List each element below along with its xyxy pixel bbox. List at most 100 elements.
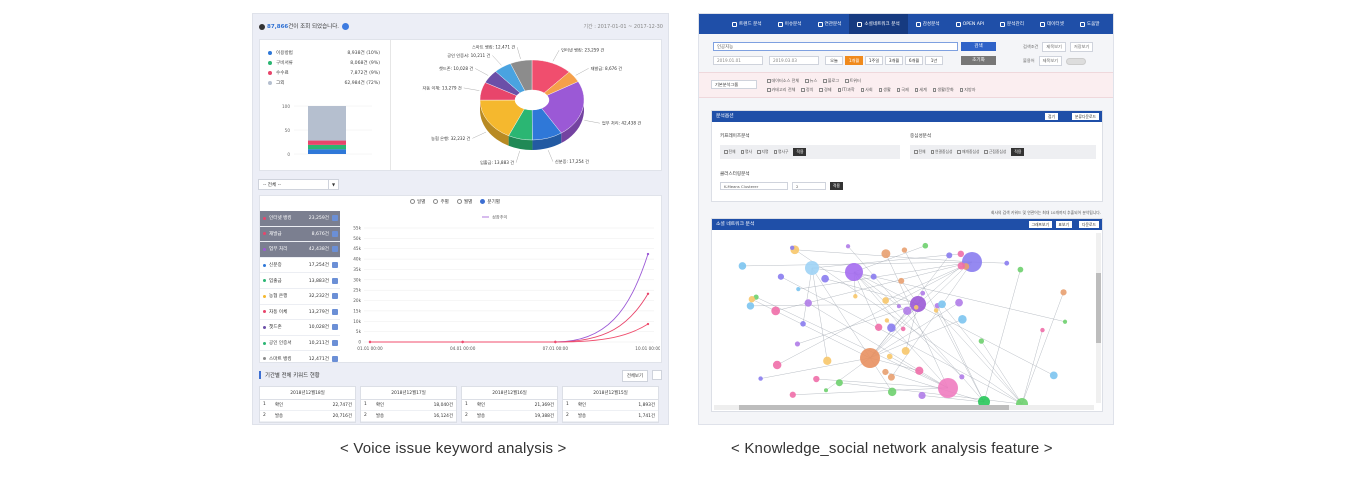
network-node[interactable]	[946, 252, 953, 259]
checkbox-box[interactable]	[819, 88, 823, 92]
network-node[interactable]	[978, 396, 990, 406]
filter-checkbox[interactable]: 데이터소스 전체	[767, 78, 799, 84]
filter-checkbox[interactable]: 뉴스	[805, 78, 817, 84]
network-node[interactable]	[913, 305, 919, 310]
cluster-method-select[interactable]: K-Means Clusterer	[720, 182, 788, 190]
network-node[interactable]	[957, 262, 965, 270]
checkbox-box[interactable]	[773, 150, 777, 154]
network-node[interactable]	[882, 297, 889, 304]
network-node[interactable]	[800, 321, 806, 327]
keyword-row[interactable]: 입출금 13,883건	[260, 273, 340, 289]
filter-checkbox[interactable]: 사회	[860, 87, 873, 93]
checkbox-box[interactable]	[932, 88, 937, 92]
network-node[interactable]	[748, 296, 756, 303]
checkbox-box[interactable]	[801, 88, 805, 92]
nav-item-1[interactable]: 이슈분석	[770, 14, 810, 34]
chart-toggle-icon[interactable]	[332, 246, 338, 253]
network-node[interactable]	[777, 273, 785, 280]
network-node[interactable]	[918, 391, 926, 400]
network-node[interactable]	[887, 373, 895, 381]
network-node[interactable]	[796, 287, 801, 292]
reset-button[interactable]: 초기화	[961, 56, 996, 65]
nav-item-3[interactable]: 소셜네트워크 분석	[849, 14, 908, 34]
network-node[interactable]	[874, 323, 883, 331]
network-node[interactable]	[903, 306, 912, 316]
network-node[interactable]	[1016, 398, 1028, 406]
analysis-group-select[interactable]: 기본분석그룹	[711, 80, 757, 89]
network-node[interactable]	[957, 250, 965, 258]
nav-item-7[interactable]: 데이터셋	[1032, 14, 1072, 34]
period-button[interactable]: 1주일	[865, 56, 883, 65]
filter-checkbox[interactable]: 생활/문화	[932, 87, 954, 93]
period-button[interactable]: 3개월	[885, 56, 903, 65]
filter-checkbox[interactable]: 정치	[801, 87, 813, 93]
period-radio[interactable]: 일별	[410, 199, 425, 205]
collapse-button[interactable]: 접기	[1045, 113, 1058, 120]
cluster-k-select[interactable]: 2	[792, 182, 826, 190]
network-node[interactable]	[772, 360, 782, 370]
network-node[interactable]	[933, 308, 939, 313]
horizontal-scrollbar[interactable]	[714, 405, 1094, 410]
checkbox-box[interactable]	[767, 79, 771, 83]
network-node[interactable]	[845, 244, 851, 249]
full-view-button[interactable]: 전체보기	[621, 370, 648, 382]
apply-button[interactable]: 적용	[1011, 148, 1025, 156]
checkbox-box[interactable]	[724, 150, 728, 154]
checkbox-box[interactable]	[959, 88, 964, 92]
filter-checkbox[interactable]: 국제	[896, 87, 909, 93]
search-button[interactable]: 검색	[961, 42, 996, 51]
checkbox-box[interactable]	[914, 88, 919, 92]
nav-item-6[interactable]: 분석관리	[992, 14, 1032, 34]
keyword-row[interactable]: 스마트 뱅킹 12,471건	[260, 351, 340, 367]
network-node[interactable]	[805, 261, 819, 275]
title-view-button[interactable]: 제목보기	[1042, 42, 1066, 52]
network-node[interactable]	[738, 262, 747, 270]
network-node[interactable]	[887, 387, 897, 397]
graph-view-button[interactable]: 그래프보기	[1028, 221, 1052, 228]
checkbox-box[interactable]	[757, 150, 761, 154]
network-node[interactable]	[1004, 260, 1010, 266]
chart-toggle-icon[interactable]	[332, 324, 338, 331]
network-node[interactable]	[896, 304, 901, 309]
keyword-row[interactable]: 농협 은행 32,232건	[260, 289, 340, 305]
option-checkbox[interactable]: 명사구	[773, 149, 788, 155]
network-node[interactable]	[1040, 327, 1045, 333]
network-node[interactable]	[824, 388, 829, 393]
network-node[interactable]	[901, 346, 910, 355]
chart-toggle-icon[interactable]	[332, 308, 338, 315]
network-node[interactable]	[1060, 289, 1067, 296]
nav-item-8[interactable]: 도움말	[1072, 14, 1108, 34]
network-node[interactable]	[860, 348, 880, 368]
network-node[interactable]	[870, 273, 877, 280]
date-to-input[interactable]: 2019.03.03	[769, 56, 819, 65]
keyword-row[interactable]: 재발급 8,676건	[260, 226, 340, 243]
calendar-icon[interactable]	[652, 370, 662, 380]
network-node[interactable]	[813, 375, 820, 383]
checkbox-box[interactable]	[896, 88, 901, 92]
nav-item-4[interactable]: 감성분석	[908, 14, 948, 34]
cluster-apply-button[interactable]: 적용	[830, 182, 843, 190]
checkbox-box[interactable]	[957, 150, 961, 154]
checkbox-box[interactable]	[767, 88, 771, 92]
chart-toggle-icon[interactable]	[332, 355, 338, 362]
network-node[interactable]	[821, 274, 829, 283]
network-node[interactable]	[746, 302, 755, 310]
filter-checkbox[interactable]: 경제	[819, 87, 832, 93]
apply-button[interactable]: 적용	[793, 148, 807, 156]
network-node[interactable]	[938, 378, 958, 398]
network-node[interactable]	[959, 374, 965, 380]
chart-toggle-icon[interactable]	[332, 262, 338, 269]
network-node[interactable]	[835, 379, 843, 387]
network-node[interactable]	[845, 263, 863, 281]
network-node[interactable]	[915, 366, 924, 375]
option-checkbox[interactable]: 매개중심성	[957, 149, 979, 155]
period-button[interactable]: 오늘	[825, 56, 843, 65]
info-icon[interactable]	[342, 23, 350, 30]
network-node[interactable]	[882, 368, 889, 376]
option-checkbox[interactable]: 명사	[740, 149, 752, 155]
network-node[interactable]	[794, 341, 801, 347]
nav-item-2[interactable]: 연관분석	[810, 14, 850, 34]
network-node[interactable]	[789, 245, 795, 251]
option-checkbox[interactable]: 연결중심성	[930, 149, 952, 155]
network-node[interactable]	[958, 315, 967, 324]
